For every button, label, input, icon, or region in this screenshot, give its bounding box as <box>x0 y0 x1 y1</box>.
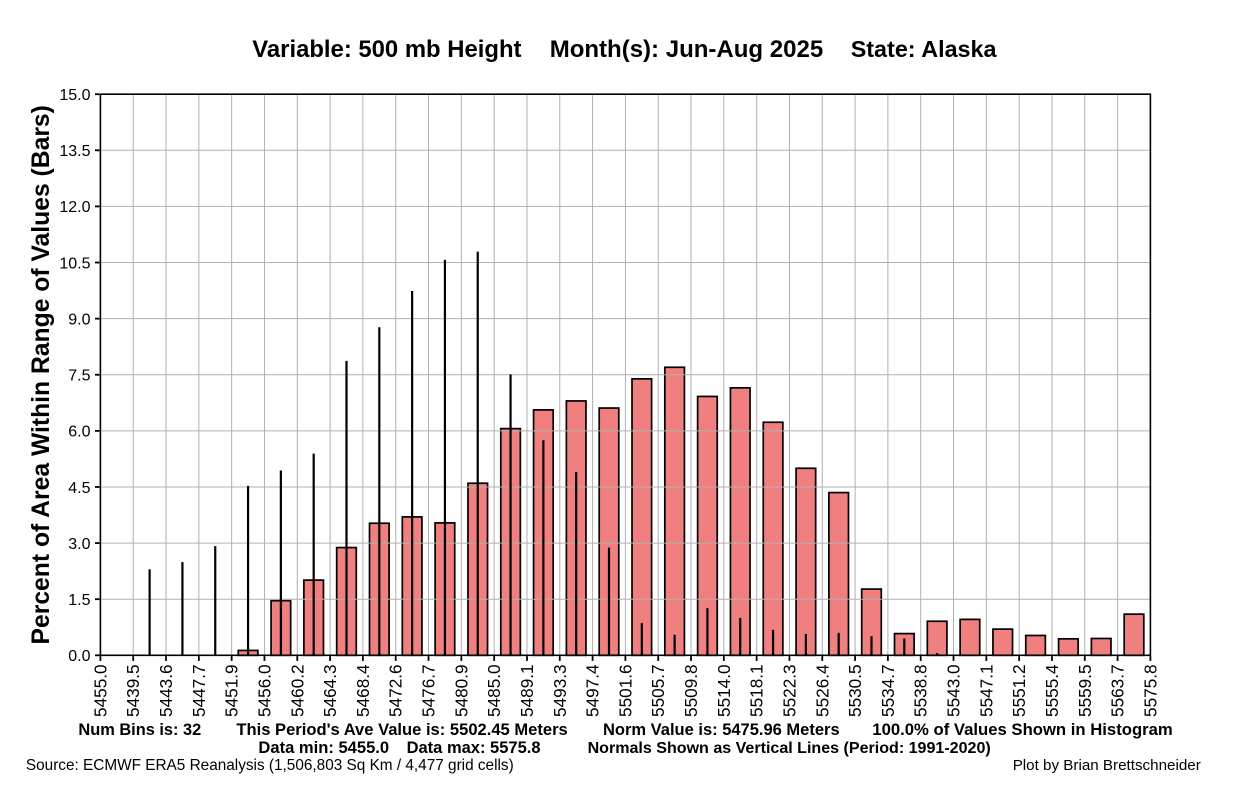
svg-text:Percent of Area Within Range o: Percent of Area Within Range of Values (… <box>28 105 55 644</box>
svg-text:5485.0: 5485.0 <box>484 664 504 717</box>
svg-text:1.5: 1.5 <box>68 592 90 609</box>
svg-text:Variable: 500 mb Height: Variable: 500 mb Height <box>252 36 521 63</box>
svg-text:Data min: 5455.0: Data min: 5455.0 <box>258 738 389 757</box>
svg-text:5493.3: 5493.3 <box>550 664 570 717</box>
svg-text:5464.3: 5464.3 <box>320 664 340 717</box>
svg-text:12.0: 12.0 <box>59 199 90 216</box>
svg-text:5543.0: 5543.0 <box>944 664 964 717</box>
svg-text:5547.1: 5547.1 <box>976 664 996 717</box>
svg-text:100.0% of Values Shown in Hist: 100.0% of Values Shown in Histogram <box>872 720 1172 739</box>
svg-text:4.5: 4.5 <box>68 480 90 497</box>
svg-text:5468.4: 5468.4 <box>353 664 373 717</box>
svg-text:9.0: 9.0 <box>68 311 90 328</box>
svg-text:5460.2: 5460.2 <box>287 664 307 717</box>
svg-text:5538.8: 5538.8 <box>911 664 931 717</box>
svg-text:5501.6: 5501.6 <box>615 664 635 717</box>
svg-text:5509.8: 5509.8 <box>681 664 701 717</box>
svg-text:Plot by Brian Brettschneider: Plot by Brian Brettschneider <box>1013 757 1201 774</box>
svg-text:5451.9: 5451.9 <box>222 664 242 717</box>
svg-text:5555.4: 5555.4 <box>1042 664 1062 717</box>
svg-text:5489.1: 5489.1 <box>517 664 537 717</box>
svg-text:State: Alaska: State: Alaska <box>851 36 998 62</box>
svg-text:5476.7: 5476.7 <box>419 664 439 717</box>
svg-text:5439.5: 5439.5 <box>123 664 143 717</box>
svg-text:5534.7: 5534.7 <box>878 664 898 717</box>
svg-text:Month(s): Jun-Aug 2025: Month(s): Jun-Aug 2025 <box>550 36 824 63</box>
svg-text:3.0: 3.0 <box>68 536 90 553</box>
svg-text:5526.4: 5526.4 <box>812 664 832 717</box>
svg-text:5456.0: 5456.0 <box>254 664 274 717</box>
svg-text:10.5: 10.5 <box>59 255 90 272</box>
svg-text:7.5: 7.5 <box>68 368 90 385</box>
svg-text:6.0: 6.0 <box>68 424 90 441</box>
svg-text:0.0: 0.0 <box>68 648 90 665</box>
svg-text:5559.5: 5559.5 <box>1075 664 1095 717</box>
svg-text:5497.4: 5497.4 <box>583 664 603 717</box>
svg-text:5514.0: 5514.0 <box>714 664 734 717</box>
svg-text:This Period's Ave Value is: 55: This Period's Ave Value is: 5502.45 Mete… <box>236 720 567 739</box>
svg-text:Num Bins is: 32: Num Bins is: 32 <box>78 721 201 739</box>
svg-text:5455.0: 5455.0 <box>90 664 110 717</box>
svg-text:5563.7: 5563.7 <box>1108 664 1128 717</box>
svg-text:Data max: 5575.8: Data max: 5575.8 <box>407 739 541 757</box>
svg-text:Norm Value is: 5475.96 Meters: Norm Value is: 5475.96 Meters <box>603 721 840 739</box>
svg-text:5480.9: 5480.9 <box>451 664 471 717</box>
svg-text:Source: ECMWF ERA5 Reanalysis: Source: ECMWF ERA5 Reanalysis (1,506,803… <box>26 757 514 774</box>
svg-text:15.0: 15.0 <box>59 87 90 104</box>
svg-text:5447.7: 5447.7 <box>189 664 209 717</box>
svg-text:5551.2: 5551.2 <box>1009 664 1029 717</box>
svg-text:13.5: 13.5 <box>59 143 90 160</box>
svg-text:5522.3: 5522.3 <box>779 664 799 717</box>
svg-text:5505.7: 5505.7 <box>648 664 668 717</box>
svg-text:5443.6: 5443.6 <box>156 664 176 717</box>
svg-text:5575.8: 5575.8 <box>1140 664 1160 717</box>
svg-text:Normals Shown as Vertical Line: Normals Shown as Vertical Lines (Period:… <box>588 739 991 757</box>
svg-text:5530.5: 5530.5 <box>845 664 865 717</box>
svg-text:5518.1: 5518.1 <box>747 664 767 717</box>
svg-text:5472.6: 5472.6 <box>386 664 406 717</box>
